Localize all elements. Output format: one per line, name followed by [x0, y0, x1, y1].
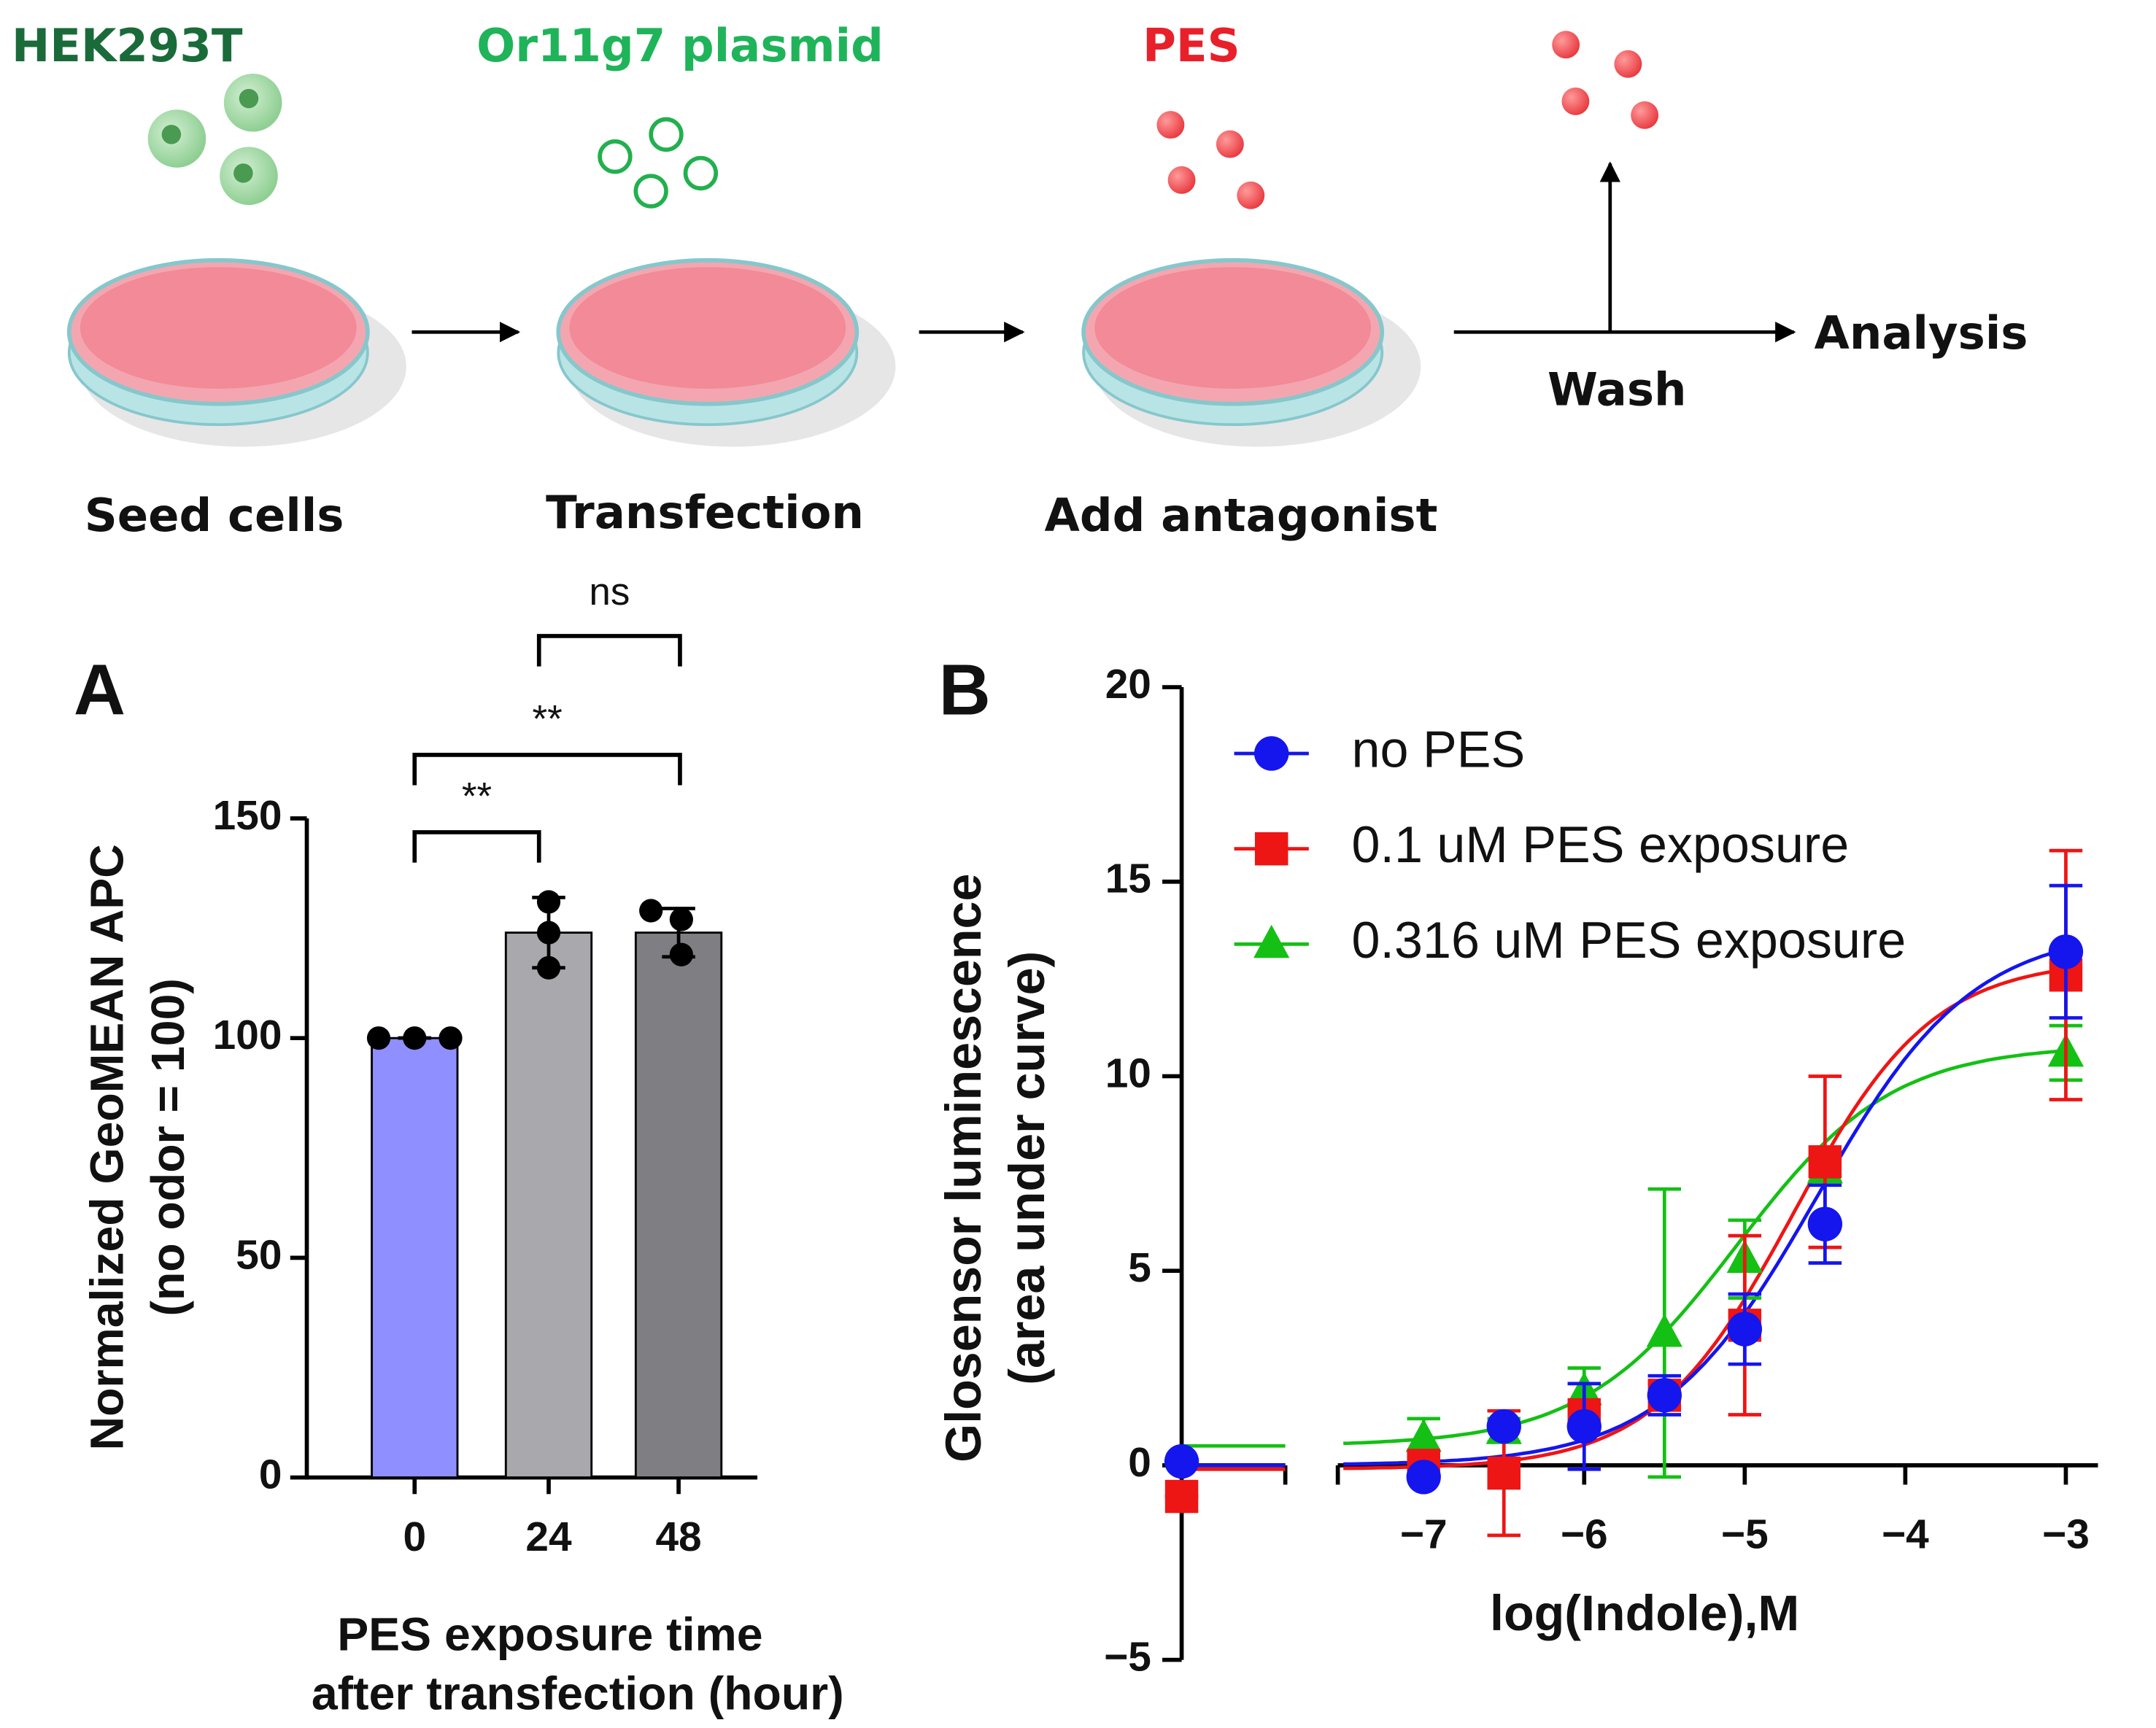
data-point [1647, 1378, 1682, 1413]
significance-bracket [412, 830, 541, 863]
dishes [66, 257, 1421, 447]
data-point [1487, 1456, 1521, 1490]
y-tick-label: −5 [1104, 1635, 1151, 1681]
data-point [536, 890, 561, 914]
data-point [1164, 1479, 1199, 1514]
analysis-label: Analysis [1814, 306, 2028, 360]
bar [371, 1037, 459, 1479]
wash-label: Wash [1548, 363, 1687, 416]
data-point [1486, 1409, 1521, 1444]
data-point [1807, 1206, 1843, 1241]
data-point [536, 956, 561, 980]
data-point [438, 1026, 463, 1050]
data-point [1405, 1419, 1442, 1452]
data-point [639, 899, 663, 923]
reagent-label: HEK293T [12, 19, 243, 72]
y-tick-label: 50 [236, 1232, 282, 1278]
x-tick-label: −5 [1721, 1511, 1769, 1557]
x-tick-label: 0 [403, 1514, 426, 1560]
legend-marker [1253, 924, 1290, 958]
panel-label: A [74, 649, 125, 729]
y-tick-label: 10 [1105, 1050, 1151, 1096]
data-point [1406, 1460, 1441, 1495]
x-tick-label: 24 [525, 1514, 572, 1560]
y-tick-label: 100 [213, 1012, 282, 1058]
data-point [1727, 1312, 1763, 1347]
legend-marker [1254, 736, 1289, 771]
step-label: Seed cells [85, 489, 344, 542]
fit-curve [1343, 947, 2067, 1466]
data-point [1808, 1145, 1842, 1179]
x-tick-label: −7 [1400, 1511, 1448, 1557]
y-tick-label: 5 [1128, 1245, 1151, 1291]
x-tick-label: −4 [1882, 1511, 1929, 1557]
data-point [1646, 1313, 1682, 1347]
data-point [403, 1026, 427, 1050]
x-axis-label: PES exposure time [337, 1608, 762, 1660]
y-tick-label: 150 [213, 793, 282, 839]
x-axis-label: log(Indole),M [1490, 1586, 1799, 1641]
diagram: HEK293T Or11g7 plasmid PES Seed cells Tr… [12, 19, 2028, 542]
y-tick-label: 0 [1128, 1440, 1151, 1486]
x-tick-label: −6 [1561, 1511, 1608, 1557]
panel-label: B [939, 649, 991, 729]
pes-molecules [1156, 31, 1659, 209]
reagent-label: PES [1143, 19, 1240, 72]
legend-label: 0.316 uM PES exposure [1352, 912, 1906, 969]
data-point [669, 942, 693, 966]
bar [504, 931, 593, 1479]
step-label: Add antagonist [1045, 489, 1438, 542]
y-tick-label: 15 [1105, 856, 1151, 902]
y-axis-label: Glosensor luminescence [936, 874, 992, 1462]
y-tick-label: 0 [259, 1452, 282, 1498]
data-point [1164, 1444, 1199, 1479]
chart-a: A 0 50 100 150 0 24 48 PES exposure time after tr… [74, 570, 844, 1720]
bar [634, 931, 723, 1479]
legend-label: no PES [1352, 721, 1526, 778]
data-point [1566, 1409, 1601, 1444]
legend-label: 0.1 uM PES exposure [1352, 816, 1850, 873]
dish [66, 257, 406, 447]
plasmids [598, 117, 719, 209]
x-tick-label: 48 [655, 1514, 701, 1560]
data-point [366, 1026, 391, 1050]
step-label: Transfection [546, 486, 864, 539]
legend-marker [1254, 832, 1288, 866]
cells [147, 74, 282, 205]
y-axis-label: (area under curve) [1000, 951, 1055, 1385]
significance-label: ** [462, 775, 492, 818]
significance-bracket [412, 753, 682, 786]
chart-b: B −5 0 5 10 15 20 −7 −6 −5 −4 −3 log(Indole),M Glosen… [936, 649, 2098, 1681]
arrows [412, 161, 1796, 343]
reagent-label: Or11g7 plasmid [476, 19, 884, 72]
data-point [2048, 934, 2084, 969]
dish [1081, 257, 1421, 447]
dish [556, 257, 896, 447]
x-tick-label: −3 [2042, 1511, 2090, 1557]
y-axis-label: (no odor = 100) [142, 978, 194, 1316]
data-point [536, 921, 561, 945]
fit-curve [1343, 1049, 2066, 1446]
significance-label: ns [589, 570, 630, 613]
x-axis-label: after transfection (hour) [312, 1667, 844, 1720]
fit-curve [1343, 967, 2066, 1471]
y-tick-label: 20 [1105, 662, 1151, 708]
data-point [669, 907, 693, 931]
significance-bracket [536, 634, 682, 667]
significance-label: ** [532, 697, 562, 740]
y-axis-label: Normalized GeoMEAN APC [81, 844, 134, 1450]
